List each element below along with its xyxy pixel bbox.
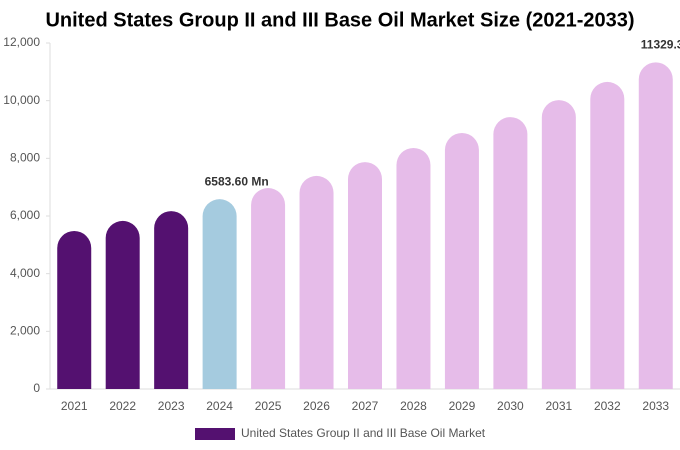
x-tick-label: 2027 (352, 399, 379, 413)
legend-swatch (195, 428, 235, 440)
x-tick-label: 2029 (449, 399, 476, 413)
data-label: 11329.31 Mn (641, 38, 680, 52)
x-tick-label: 2032 (594, 399, 621, 413)
y-tick-label: 12,000 (3, 35, 40, 49)
chart-title: United States Group II and III Base Oil … (45, 9, 634, 31)
y-tick-label: 0 (33, 381, 40, 395)
bar (590, 81, 625, 390)
x-tick-label: 2030 (497, 399, 524, 413)
bar (493, 117, 528, 390)
x-tick-label: 2031 (545, 399, 572, 413)
y-tick-label: 6,000 (10, 208, 40, 222)
bar (202, 199, 237, 389)
bar (57, 231, 92, 389)
bar (299, 175, 334, 389)
x-tick-label: 2024 (206, 399, 233, 413)
x-tick-label: 2023 (158, 399, 185, 413)
x-tick-label: 2021 (61, 399, 88, 413)
x-tick-label: 2025 (255, 399, 282, 413)
legend-label: United States Group II and III Base Oil … (241, 426, 486, 440)
x-tick-label: 2022 (109, 399, 136, 413)
bar (105, 220, 140, 389)
y-tick-label: 8,000 (10, 151, 40, 165)
bar (251, 188, 286, 389)
bar (396, 147, 431, 389)
bar (541, 100, 576, 389)
y-tick-label: 2,000 (10, 324, 40, 338)
y-tick-label: 4,000 (10, 266, 40, 280)
x-tick-label: 2028 (400, 399, 427, 413)
x-tick-label: 2026 (303, 399, 330, 413)
bar (638, 62, 673, 389)
bar (154, 211, 189, 389)
x-tick-label: 2033 (642, 399, 669, 413)
data-label: 6583.60 Mn (205, 174, 269, 188)
bar (348, 162, 382, 389)
y-tick-label: 10,000 (3, 93, 40, 107)
bar (444, 132, 479, 389)
